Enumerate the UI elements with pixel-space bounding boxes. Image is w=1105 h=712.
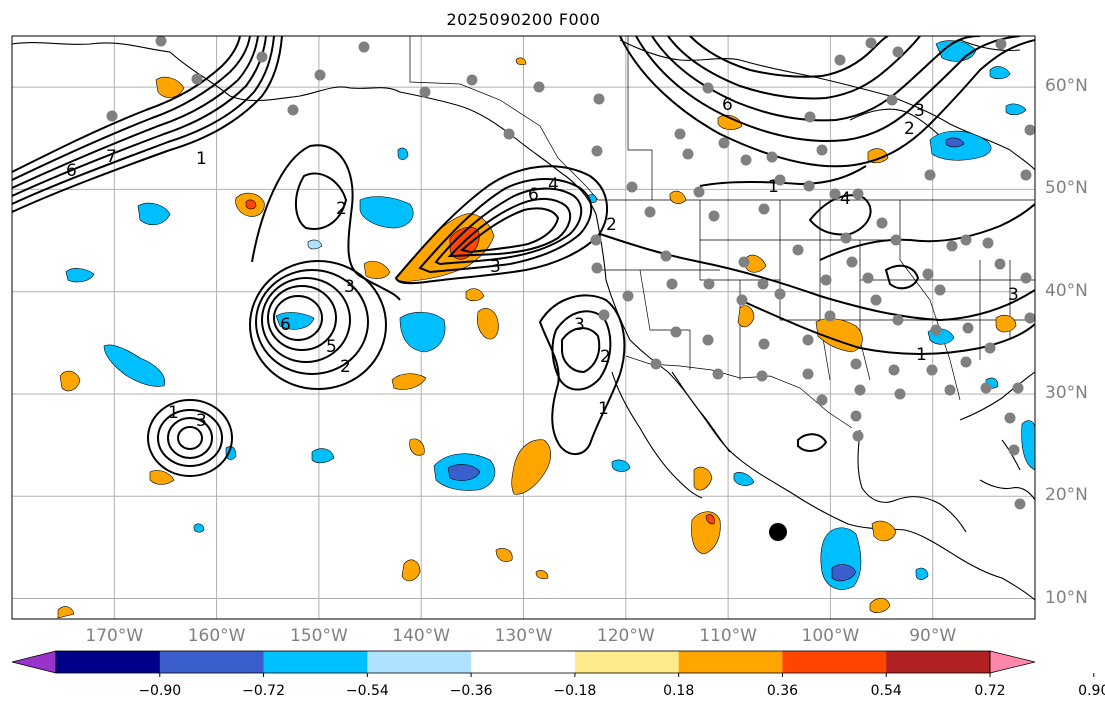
contour-label: 3 xyxy=(344,277,355,297)
contour-label: 7 xyxy=(106,147,117,167)
contour-label: 4 xyxy=(840,189,851,209)
contour-label: 2 xyxy=(336,199,347,219)
colorbar-segment xyxy=(159,651,265,673)
map-frame xyxy=(11,35,1036,620)
longitude-label: 170°W xyxy=(85,626,144,646)
colorbar-tick-label: 0.54 xyxy=(870,683,902,699)
contour-label: 5 xyxy=(326,337,337,357)
colorbar xyxy=(11,650,1095,677)
colorbar-extend-high xyxy=(989,650,1036,674)
colorbar-tick-label: 0.18 xyxy=(663,683,695,699)
longitude-label: 100°W xyxy=(801,626,860,646)
colorbar-extend-low xyxy=(11,650,57,674)
contour-label: 1 xyxy=(196,149,207,169)
longitude-label: 90°W xyxy=(909,626,957,646)
colorbar-segment xyxy=(471,651,576,673)
latitude-label: 30°N xyxy=(1045,382,1088,403)
contour-label: 2 xyxy=(600,347,611,367)
contour-label: 1 xyxy=(168,403,179,423)
colorbar-tick-label: 0.36 xyxy=(766,683,799,699)
contour-label: 3 xyxy=(490,257,501,277)
station-markers xyxy=(106,36,1035,510)
contour-label: 2 xyxy=(904,119,915,139)
colorbar-tick-label: −0.54 xyxy=(345,683,389,699)
graticule xyxy=(12,36,1035,619)
contour-label: 2 xyxy=(606,215,617,235)
colorbar-segment xyxy=(367,651,472,673)
contour-label: 2 xyxy=(340,357,351,377)
colorbar-segment xyxy=(782,651,887,673)
longitude-label: 140°W xyxy=(392,626,451,646)
longitude-label: 160°W xyxy=(187,626,246,646)
coastlines xyxy=(12,39,1035,601)
longitude-label: 110°W xyxy=(699,626,757,646)
latitude-label: 60°N xyxy=(1045,76,1088,97)
colorbar-tick-label: 0.72 xyxy=(974,683,1006,699)
colorbar-frame xyxy=(55,650,991,674)
latitude-label: 50°N xyxy=(1045,178,1088,199)
colorbar-segment xyxy=(263,651,368,673)
colorbar-tick-label: −0.90 xyxy=(138,683,182,699)
colorbar-tick-label: −0.36 xyxy=(449,683,493,699)
contour-label: 4 xyxy=(548,175,559,195)
colorbar-tick-label: 0.90 xyxy=(1078,683,1105,699)
contour-label: 6 xyxy=(528,185,539,205)
positive-anomaly-fills xyxy=(57,57,1017,619)
contour-label: 6 xyxy=(722,95,733,115)
contour-label: 3 xyxy=(574,315,585,335)
contour-label: 1 xyxy=(916,345,927,365)
negative-anomaly-fills xyxy=(65,40,1035,590)
contour-label: 6 xyxy=(280,315,291,335)
colorbar-segment xyxy=(574,651,680,673)
latitude-label: 10°N xyxy=(1045,587,1088,608)
highlight-point-marker xyxy=(769,523,787,541)
longitude-label: 120°W xyxy=(596,626,655,646)
contour-label: 1 xyxy=(768,177,779,197)
map-title: 2025090200 F000 xyxy=(446,10,601,29)
longitude-label: 130°W xyxy=(494,626,553,646)
colorbar-segment xyxy=(678,651,783,673)
colorbar-tick-label: −0.18 xyxy=(553,683,597,699)
contour-label: 3 xyxy=(1008,285,1019,305)
latitude-label: 40°N xyxy=(1045,280,1088,301)
colorbar-tick-label: −0.72 xyxy=(242,683,285,699)
contour-label: 3 xyxy=(196,411,207,431)
contour-label: 1 xyxy=(598,399,609,419)
contour-label: 3 xyxy=(914,101,925,121)
colorbar-segment xyxy=(886,651,991,673)
contour-label: 6 xyxy=(66,161,77,181)
contour-label-group: 1 2 3 5 6 2 3 6 4 3 2 1 2 1 3 1 6 2 3 4 … xyxy=(66,95,1019,431)
latitude-label: 20°N xyxy=(1045,485,1088,506)
longitude-label: 150°W xyxy=(290,626,348,646)
colorbar-segment xyxy=(56,651,161,673)
